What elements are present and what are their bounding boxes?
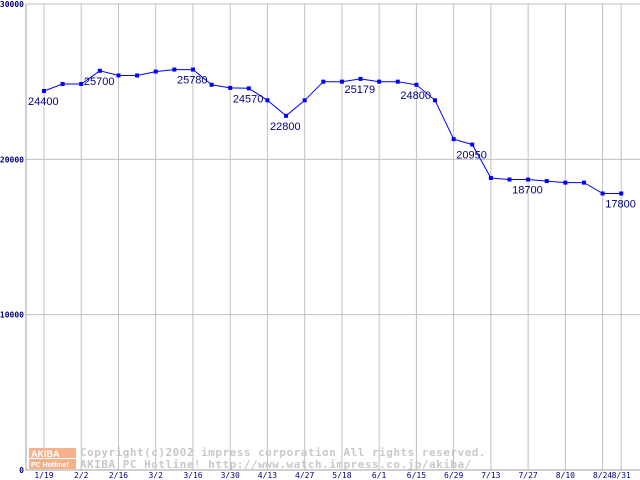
data-point	[321, 79, 326, 84]
x-tick-label: 3/2	[148, 471, 163, 480]
price-line	[43, 69, 622, 194]
data-label: 20950	[456, 150, 487, 162]
data-point	[172, 67, 177, 72]
data-point	[60, 81, 65, 86]
copyright-line: Copyright(c)2002 impress corporation All…	[80, 446, 486, 459]
data-point	[619, 191, 624, 196]
data-label: 17800	[605, 199, 636, 211]
data-point	[302, 98, 307, 103]
data-point	[563, 180, 568, 185]
x-tick-label: 7/27	[518, 471, 537, 480]
data-label: 18700	[512, 185, 543, 197]
data-point	[581, 180, 586, 185]
y-tick-label: 0	[19, 466, 24, 475]
data-point	[414, 82, 419, 87]
data-point	[97, 68, 102, 73]
x-tick-label: 6/29	[444, 471, 463, 480]
data-label: 22800	[270, 121, 301, 133]
data-point	[600, 191, 605, 196]
y-tick-label: 10000	[0, 311, 24, 320]
data-point	[358, 76, 363, 81]
data-point	[488, 175, 493, 180]
logo-top-text: AKIBA	[31, 449, 60, 459]
data-point	[377, 79, 382, 84]
data-point	[190, 67, 195, 72]
x-tick-label: 8/24	[593, 471, 612, 480]
series-line	[42, 67, 624, 196]
watermark: AKIBA PC Hotline! Copyright(c)2002 impre…	[29, 446, 486, 471]
data-label: 24800	[400, 90, 431, 102]
data-point	[544, 179, 549, 184]
data-point	[153, 69, 158, 74]
y-tick-label: 20000	[0, 155, 24, 164]
x-tick-label: 2/2	[74, 471, 89, 480]
x-tick-label: 3/30	[221, 471, 240, 480]
data-point	[339, 79, 344, 84]
data-point	[507, 177, 512, 182]
data-point	[395, 79, 400, 84]
x-tick-label: 2/16	[109, 471, 128, 480]
logo-bottom-text: PC Hotline!	[31, 462, 69, 469]
y-tick-label: 30000	[0, 0, 24, 9]
data-label: 24400	[28, 96, 59, 108]
x-tick-label: 8/10	[556, 471, 575, 480]
data-point	[451, 137, 456, 142]
data-labels: 24400 25700 25780 24570 22800 25179 24800 20950…	[28, 75, 636, 211]
data-point	[265, 98, 270, 103]
x-tick-label: 3/16	[183, 471, 202, 480]
x-tick-label: 8/31	[612, 471, 631, 480]
data-point	[135, 73, 140, 78]
data-point	[79, 81, 84, 86]
data-label: 24570	[233, 93, 264, 105]
x-tick-label: 4/13	[258, 471, 277, 480]
logo-bottom-bg	[29, 459, 76, 469]
x-tick-label: 7/13	[481, 471, 500, 480]
data-point	[42, 88, 46, 93]
x-tick-label: 6/1	[372, 471, 387, 480]
data-point	[470, 142, 475, 147]
data-label: 25179	[345, 84, 376, 96]
data-point	[209, 82, 214, 87]
x-tick-label: 6/15	[407, 471, 426, 480]
url-line: AKIBA PC Hotline! http://www.watch.impre…	[80, 458, 472, 471]
data-point	[246, 86, 251, 91]
x-tick-label: 5/18	[332, 471, 351, 480]
data-point	[116, 73, 121, 78]
x-tick-label: 4/27	[295, 471, 314, 480]
x-tick-label: 1/19	[34, 471, 53, 480]
logo-top-bg	[29, 448, 76, 458]
data-point	[526, 177, 531, 182]
data-point	[284, 113, 289, 118]
data-label: 25700	[84, 76, 115, 88]
data-point	[433, 98, 438, 103]
data-point	[228, 85, 233, 90]
data-label: 25780	[177, 75, 208, 87]
